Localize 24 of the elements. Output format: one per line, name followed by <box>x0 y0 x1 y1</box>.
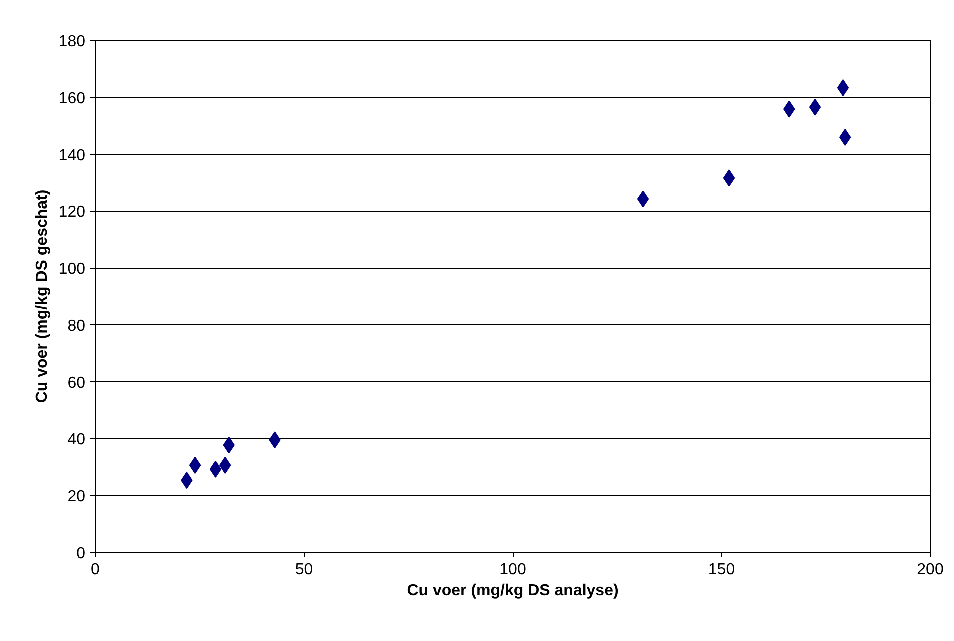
x-tick-label: 150 <box>708 562 736 578</box>
x-tick-label: 50 <box>295 562 314 578</box>
point <box>837 80 850 96</box>
point <box>839 128 852 146</box>
x-tick-label: 0 <box>91 562 100 578</box>
point <box>189 456 202 474</box>
point <box>723 170 736 187</box>
point <box>637 190 650 208</box>
point <box>809 98 822 116</box>
y-axis-title: Cu voer (mg/kg DS geschat) <box>34 190 51 404</box>
y-tick-label: 160 <box>58 90 86 108</box>
y-tick-label: 180 <box>58 34 86 50</box>
x-tick-label: 100 <box>500 562 526 578</box>
y-tick-label: 0 <box>76 546 86 562</box>
point <box>210 460 222 478</box>
x-axis-title: Cu voer (mg/kg DS analyse) <box>407 582 619 600</box>
y-tick-label: 20 <box>68 488 86 506</box>
y-tick-label: 40 <box>68 432 86 449</box>
y-tick-label: 60 <box>68 374 86 392</box>
y-tick-label: 120 <box>58 204 86 222</box>
x-tick-label: 200 <box>917 562 944 578</box>
y-tick-label: 80 <box>68 318 86 335</box>
y-tick-label: 140 <box>58 147 86 164</box>
y-tick-label: 100 <box>58 261 86 278</box>
